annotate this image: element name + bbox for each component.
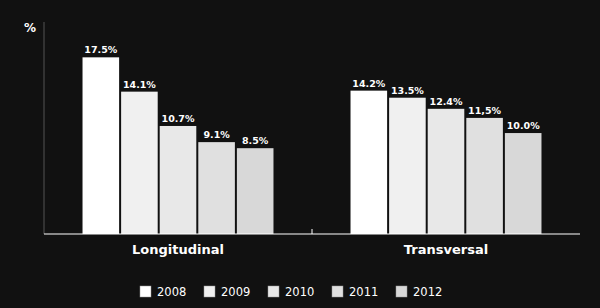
data-label: 9.1% (203, 129, 230, 140)
x-tick-label: Longitudinal (132, 242, 224, 257)
bar (83, 57, 120, 234)
bar (198, 142, 235, 234)
group-separator (312, 229, 313, 234)
data-label: 8.5% (242, 135, 269, 146)
legend-swatch (332, 286, 343, 297)
data-label: 10.0% (507, 120, 540, 131)
data-label: 14.1% (123, 79, 156, 90)
chart: 17.5% 14.2% 14.1% 13.5% 10.7% 12.4% 9.1% 11,5% 8… (0, 0, 600, 308)
legend: 2008 2009 2010 2011 2012 (140, 285, 442, 299)
data-label: 14.2% (352, 78, 385, 89)
legend-swatch (396, 286, 407, 297)
data-label: 13.5% (391, 85, 424, 96)
legend-swatch (268, 286, 279, 297)
bar (237, 148, 274, 234)
bar (160, 126, 197, 234)
y-axis-label: % (24, 21, 36, 35)
data-label: 10.7% (162, 113, 195, 124)
data-labels: 17.5% 14.2% 14.1% 13.5% 10.7% 12.4% 9.1% 11,5% 8… (84, 44, 540, 146)
legend-label: 2009 (221, 285, 250, 299)
bar (121, 92, 158, 234)
data-label: 12.4% (430, 96, 463, 107)
bar (505, 133, 542, 234)
bar (428, 109, 465, 234)
background (0, 0, 600, 308)
legend-swatch (140, 286, 151, 297)
legend-label: 2011 (349, 285, 378, 299)
legend-label: 2012 (413, 285, 442, 299)
bars (83, 57, 542, 234)
bar (351, 91, 388, 234)
bar (466, 118, 503, 234)
legend-label: 2010 (285, 285, 314, 299)
legend-label: 2008 (157, 285, 186, 299)
data-label: 11,5% (468, 105, 501, 116)
legend-swatch (204, 286, 215, 297)
y-axis (44, 22, 45, 234)
x-tick-label: Transversal (404, 242, 488, 257)
bar (389, 98, 426, 234)
data-label: 17.5% (84, 44, 117, 55)
